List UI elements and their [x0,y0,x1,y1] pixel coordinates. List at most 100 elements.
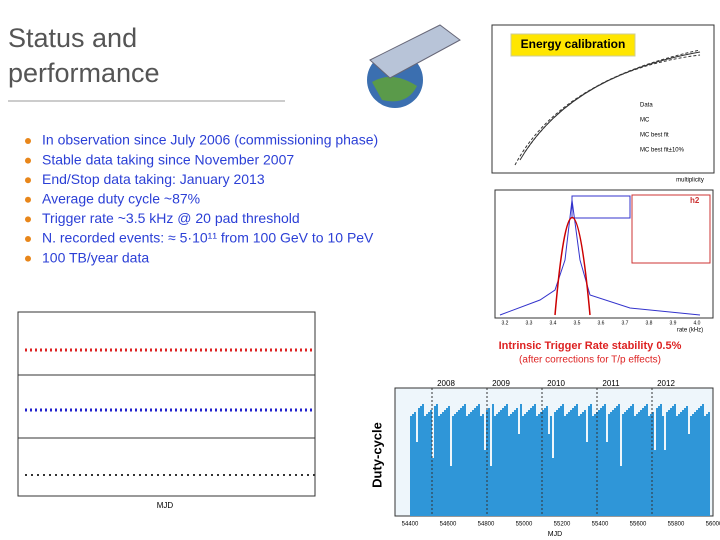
bar-decoration [494,416,496,516]
bar-decoration [416,442,418,516]
bar-decoration [634,416,636,516]
x-tick-label: 56000 [706,522,720,528]
year-label: 2009 [492,379,510,388]
x-tick-label: 3.7 [622,320,629,326]
bar-decoration [480,416,482,516]
bar-decoration [460,408,462,516]
bar-decoration [434,406,436,516]
bar-decoration [590,404,592,516]
year-label: 2008 [437,379,455,388]
bar-decoration [442,412,444,516]
bar-decoration [594,414,596,516]
x-tick-label: 54600 [440,522,457,528]
bar-decoration [544,408,546,516]
bar-decoration [532,406,534,516]
bar-decoration [632,404,634,516]
bar-decoration [588,406,590,516]
bar-decoration [452,416,454,516]
axis-label: Duty-cycle [369,422,384,488]
bar-decoration [680,412,682,516]
stats-box-label: h2 [690,196,700,205]
bar-decoration [530,408,532,516]
bar-decoration [652,412,654,516]
bar-decoration [454,414,456,516]
bar-decoration [476,406,478,516]
bullet-text: 100 TB/year data [42,249,149,265]
bar-decoration [484,450,486,516]
bar-decoration [446,408,448,516]
bar-decoration [506,404,508,516]
bar-decoration [616,406,618,516]
bar-decoration [600,408,602,516]
bar-decoration [662,416,664,516]
x-tick-label: 55600 [630,522,647,528]
bar-decoration [556,410,558,516]
bar-decoration [696,410,698,516]
bar-decoration [426,414,428,516]
year-label: 2010 [547,379,565,388]
bar-decoration [630,406,632,516]
bar-decoration [686,406,688,516]
bar-decoration [608,414,610,516]
bar-decoration [510,414,512,516]
bar-decoration [424,416,426,516]
bar-decoration [474,408,476,516]
bar-decoration [490,466,492,516]
bar-decoration [612,410,614,516]
x-tick-label: 54400 [402,522,419,528]
bar-decoration [624,412,626,516]
bar-decoration [486,410,488,516]
bullet-text: In observation since July 2006 (commissi… [42,132,378,148]
x-tick-label: 55200 [554,522,571,528]
bar-decoration [518,434,520,516]
bar-decoration [684,408,686,516]
bar-decoration [564,416,566,516]
bar-decoration [498,412,500,516]
bar-decoration [536,416,538,516]
bar-decoration [666,412,668,516]
bar-decoration [702,404,704,516]
bar-decoration [542,410,544,516]
bar-decoration [708,412,710,516]
bar-decoration [614,408,616,516]
bar-decoration [656,408,658,516]
bullet-dot [25,157,31,164]
bar-decoration [420,406,422,516]
bar-decoration [534,404,536,516]
bar-decoration [638,412,640,516]
axis-label: rate (kHz) [677,328,703,334]
bullet-dot [25,196,31,203]
bar-decoration [472,410,474,516]
x-tick-label: 3.2 [502,320,509,326]
bar-decoration [618,404,620,516]
x-tick-label: 3.3 [526,320,533,326]
bar-decoration [566,414,568,516]
bar-decoration [570,410,572,516]
bar-decoration [648,416,650,516]
year-label: 2011 [602,379,620,388]
bullet-text: Trigger rate ~3.5 kHz @ 20 pad threshold [42,210,300,226]
bar-decoration [668,410,670,516]
bar-decoration [574,406,576,516]
stability-plot [17,311,316,497]
bar-decoration [478,404,480,516]
bar-decoration [700,406,702,516]
x-tick-label: 3.5 [574,320,581,326]
bar-decoration [496,414,498,516]
bar-decoration [558,408,560,516]
bar-decoration [660,404,662,516]
bar-decoration [606,442,608,516]
bar-decoration [676,416,678,516]
bar-decoration [688,434,690,516]
caption: Intrinsic Trigger Rate stability 0.5% [499,340,682,352]
bar-decoration [698,408,700,516]
bar-decoration [508,416,510,516]
legend-entry: MC [640,118,650,124]
x-tick-label: 4.0 [694,320,701,326]
bullet-dot [25,255,31,262]
bar-decoration [578,416,580,516]
bar-decoration [482,414,484,516]
bar-decoration [464,404,466,516]
bar-decoration [546,406,548,516]
